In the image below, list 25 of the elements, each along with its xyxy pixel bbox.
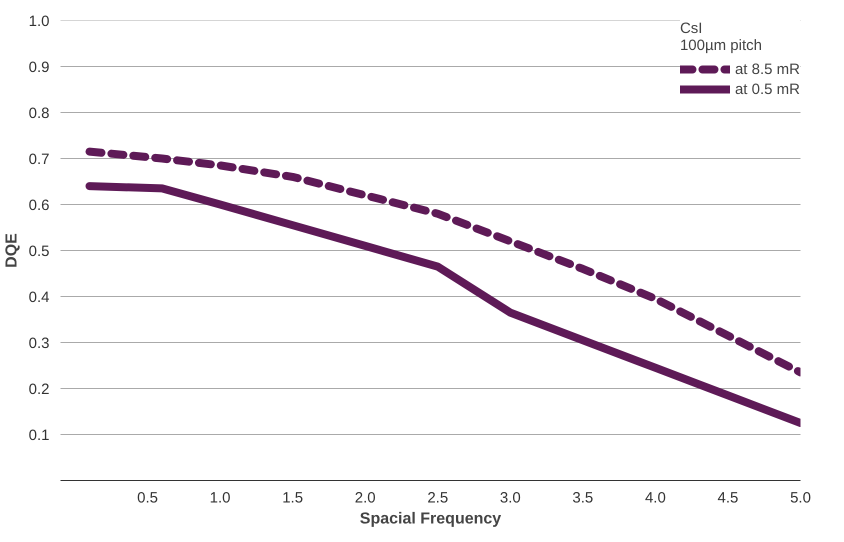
legend-title: CsI 100µm pitch	[680, 20, 763, 54]
x-tick-label: 2.5	[427, 490, 448, 506]
x-tick-label: 1.0	[210, 490, 231, 506]
y-tick-label: 1.0	[28, 13, 50, 30]
x-tick-label: 5.0	[790, 490, 811, 506]
y-tick-label: 0.1	[28, 427, 50, 444]
x-tick-label: 1.5	[282, 490, 304, 506]
x-tick-label: 3.0	[500, 490, 521, 506]
y-tick-label: 0.9	[28, 59, 50, 76]
y-tick-label: 0.8	[28, 105, 50, 122]
y-tick-label: 0.7	[28, 151, 50, 168]
y-tick-label: 0.2	[28, 381, 50, 398]
x-axis-title: Spacial Frequency	[360, 510, 502, 528]
x-tick-label: 2.0	[354, 490, 376, 506]
x-tick-label: 0.5	[137, 490, 158, 506]
x-tick-label: 4.0	[644, 490, 666, 506]
y-axis-title: DQE	[4, 232, 21, 268]
y-tick-label: 0.4	[28, 289, 50, 306]
y-tick-label: 0.3	[28, 335, 50, 352]
legend-label: at 0.5 mR	[734, 80, 800, 98]
x-tick-label: 3.5	[572, 490, 594, 506]
y-tick-label: 0.6	[28, 197, 50, 214]
y-tick-label: 0.5	[28, 243, 50, 260]
legend-label: at 8.5 mR	[734, 60, 800, 78]
x-tick-label: 4.5	[718, 490, 738, 506]
